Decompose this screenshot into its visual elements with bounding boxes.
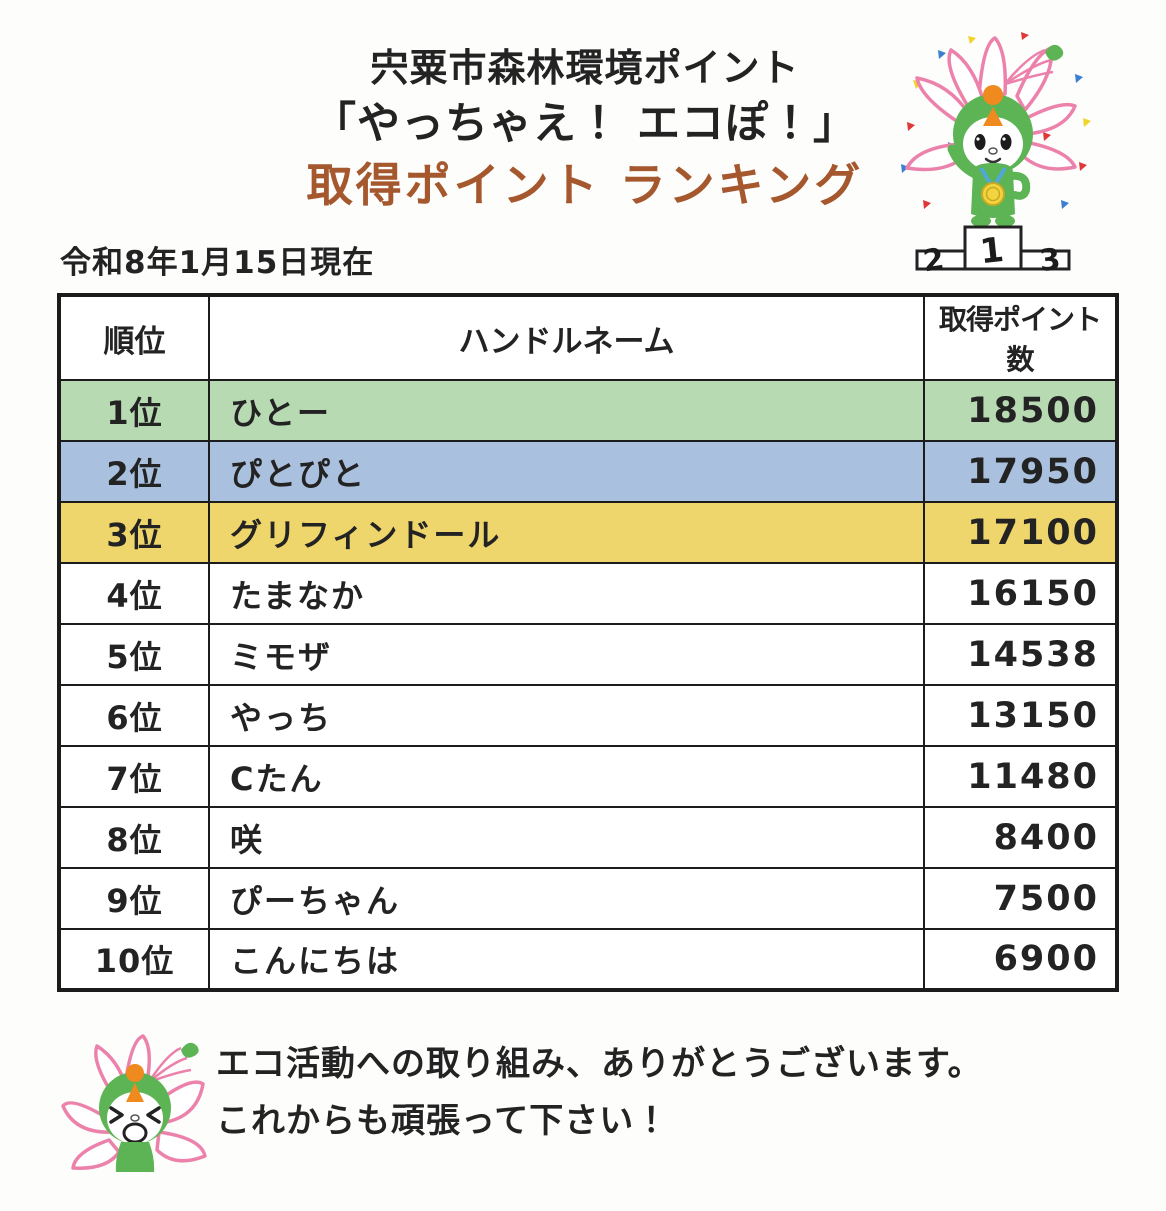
mascot-happy-face-icon [61, 1034, 207, 1172]
table-row: 3位 グリフィンドール 17100 [58, 501, 1118, 564]
ranking-table: 順位 ハンドルネーム 取得ポイント数 1位 ひとー 18500 2位 ぴとぴと 17950… [57, 293, 1119, 992]
handle-cell: ひとー [208, 379, 925, 442]
points-cell: 13150 [923, 684, 1118, 747]
points-cell: 6900 [923, 928, 1118, 991]
body-icon [115, 1142, 155, 1172]
rank-cell: 9位 [58, 867, 210, 930]
mascot-cheering-illustration [55, 1026, 217, 1188]
table-row: 2位 ぴとぴと 17950 [58, 440, 1118, 503]
table-row: 6位 やっち 13150 [58, 684, 1118, 747]
topknot-ball-icon [126, 1064, 144, 1082]
mascot-podium-illustration: 1 2 3 [893, 22, 1098, 279]
podium-number-1: 1 [978, 230, 1006, 272]
title-line-3: 取得ポイント ランキング [306, 157, 864, 212]
petal-hair-icon [905, 36, 1077, 172]
table-row: 1位 ひとー 18500 [58, 379, 1118, 442]
points-cell: 7500 [923, 867, 1118, 930]
handle-cell: ミモザ [208, 623, 925, 686]
header-handle: ハンドルネーム [208, 294, 925, 381]
rank-cell: 8位 [58, 806, 210, 869]
table-row: 7位 Cたん 11480 [58, 745, 1118, 808]
topknot-ball-icon [983, 85, 1003, 105]
sprout-petal-icon [147, 1042, 199, 1084]
rank-cell: 7位 [58, 745, 210, 808]
table-row: 5位 ミモザ 14538 [58, 623, 1118, 686]
handle-cell: ぴとぴと [208, 440, 925, 503]
sprout-petal-icon [1004, 44, 1064, 86]
podium-number-2: 2 [921, 242, 947, 272]
footer-message-line-1: エコ活動への取り組み、ありがとうございます。 [216, 1044, 983, 1084]
mascot-on-podium-icon: 1 2 3 [901, 32, 1091, 279]
footer-message-line-2: これからも頑張って下さい！ [216, 1101, 670, 1142]
title-block: 宍粟市森林環境ポイント 「やっちゃえ！ エコぽ！」 取得ポイント ランキング [150, 46, 1020, 212]
handle-cell: Cたん [208, 745, 925, 808]
table-row: 8位咲 8400 [58, 806, 1118, 869]
handle-cell: ぴーちゃん [208, 867, 925, 930]
podium-icon: 1 2 3 [915, 225, 1071, 279]
points-cell: 16150 [923, 562, 1118, 625]
rank-cell: 10位 [58, 928, 210, 991]
points-cell: 14538 [923, 623, 1118, 686]
points-cell: 8400 [923, 806, 1118, 869]
header-rank: 順位 [58, 294, 210, 381]
handle-cell: こんにちは [208, 928, 925, 991]
rank-cell: 4位 [58, 562, 210, 625]
rank-cell: 2位 [58, 440, 210, 503]
rank-cell: 6位 [58, 684, 210, 747]
face-features-icon [974, 134, 1012, 164]
face-icon [963, 117, 1023, 171]
table-row: 9位 ぴーちゃん 7500 [58, 867, 1118, 930]
points-cell: 18500 [923, 379, 1118, 442]
footer-message: エコ活動への取り組み、ありがとうございます。 これからも頑張って下さい！ [216, 1036, 1036, 1150]
handle-cell: グリフィンドール [208, 501, 925, 564]
points-cell: 17950 [923, 440, 1118, 503]
rank-cell: 3位 [58, 501, 210, 564]
rank-cell: 1位 [58, 379, 210, 442]
title-line-2: 「やっちゃえ！ エコぽ！」 [313, 98, 857, 149]
rank-cell: 5位 [58, 623, 210, 686]
table-row: 4位 たまなか 16150 [58, 562, 1118, 625]
topknot-triangle-icon [126, 1083, 144, 1102]
table-header-row: 順位 ハンドルネーム 取得ポイント数 [58, 294, 1118, 381]
podium-number-3: 3 [1038, 242, 1062, 272]
points-cell: 11480 [923, 745, 1118, 808]
topknot-triangle-icon [983, 107, 1003, 126]
petal-hair-icon [61, 1034, 207, 1170]
title-line-1: 宍粟市森林環境ポイント [370, 46, 800, 90]
medal-icon [979, 166, 1007, 206]
date-note: 令和8年1月15日現在 [60, 245, 375, 281]
header-points: 取得ポイント数 [923, 294, 1118, 381]
handle-cell: たまなか [208, 562, 925, 625]
table-row: 10位 こんにちは 6900 [58, 928, 1118, 991]
points-cell: 17100 [923, 501, 1118, 564]
handle-cell: やっち [208, 684, 925, 747]
handle-cell: 咲 [208, 806, 925, 869]
